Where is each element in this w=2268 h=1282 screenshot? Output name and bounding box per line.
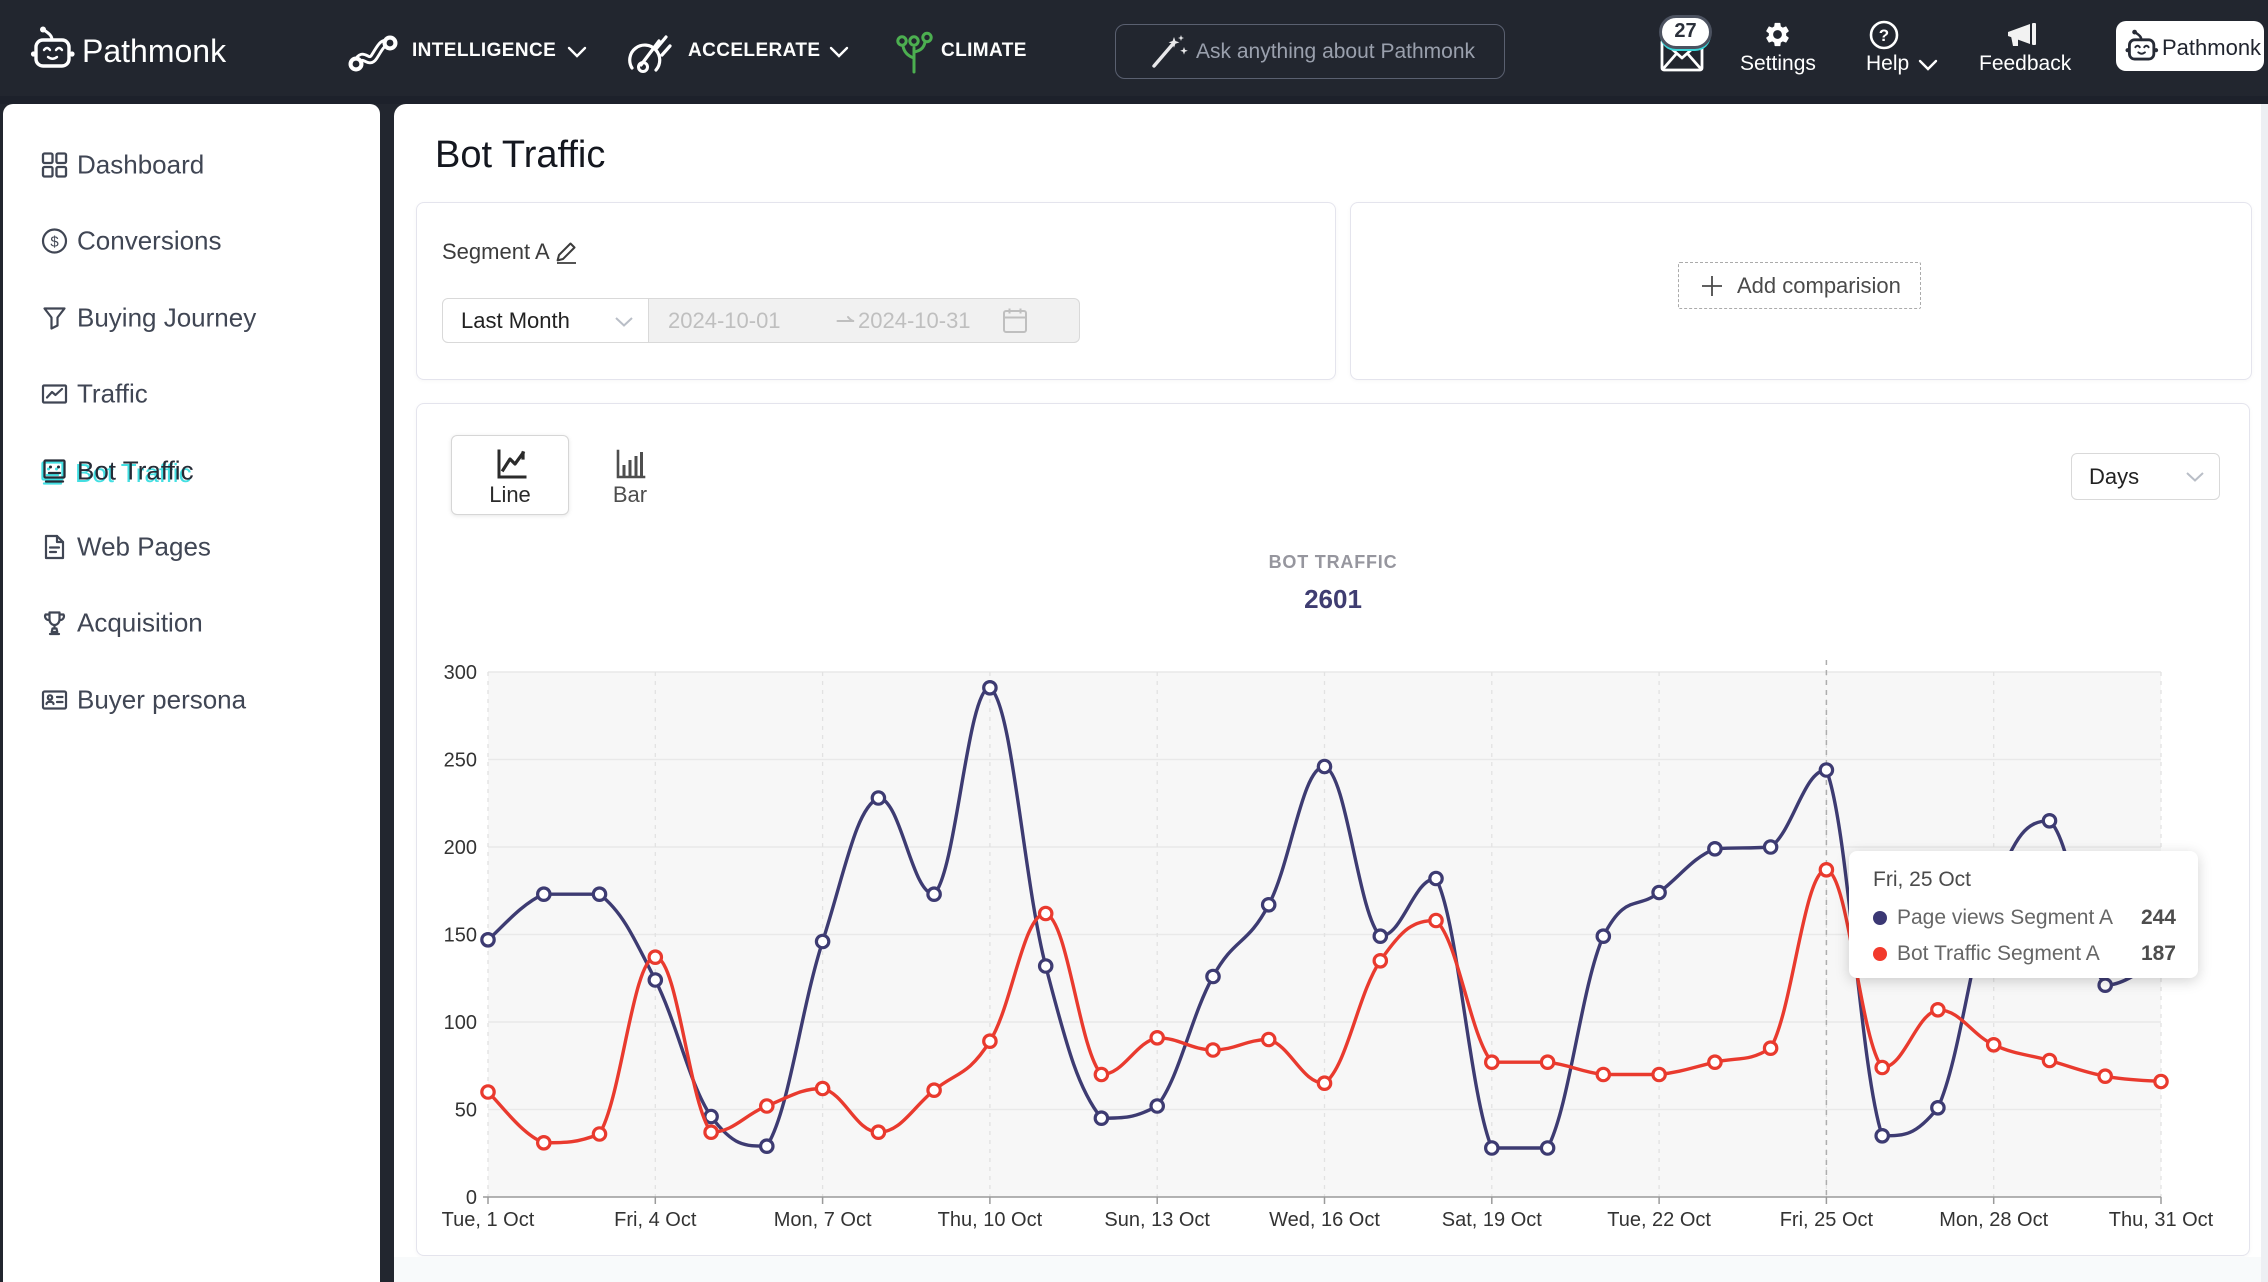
svg-text:250: 250 [444, 750, 477, 772]
svg-text:Fri, 4 Oct: Fri, 4 Oct [614, 1209, 697, 1231]
svg-text:Mon, 28 Oct: Mon, 28 Oct [1939, 1209, 2048, 1231]
svg-text:200: 200 [444, 837, 477, 859]
svg-text:Thu, 10 Oct: Thu, 10 Oct [938, 1209, 1043, 1231]
svg-text:50: 50 [455, 1100, 477, 1122]
svg-text:100: 100 [444, 1012, 477, 1034]
svg-text:Wed, 16 Oct: Wed, 16 Oct [1269, 1209, 1380, 1231]
svg-text:Tue, 22 Oct: Tue, 22 Oct [1607, 1209, 1711, 1231]
svg-text:Tue, 1 Oct: Tue, 1 Oct [442, 1209, 535, 1231]
svg-text:Sun, 13 Oct: Sun, 13 Oct [1104, 1209, 1210, 1231]
svg-text:Fri, 25 Oct: Fri, 25 Oct [1780, 1209, 1874, 1231]
svg-text:$: $ [50, 234, 59, 251]
svg-text:300: 300 [444, 662, 477, 684]
svg-text:Thu, 31 Oct: Thu, 31 Oct [2109, 1209, 2214, 1231]
svg-text:?: ? [1879, 26, 1889, 45]
svg-text:0: 0 [466, 1187, 477, 1209]
svg-text:Mon, 7 Oct: Mon, 7 Oct [774, 1209, 872, 1231]
svg-text:Sat, 19 Oct: Sat, 19 Oct [1442, 1209, 1542, 1231]
svg-text:150: 150 [444, 925, 477, 947]
